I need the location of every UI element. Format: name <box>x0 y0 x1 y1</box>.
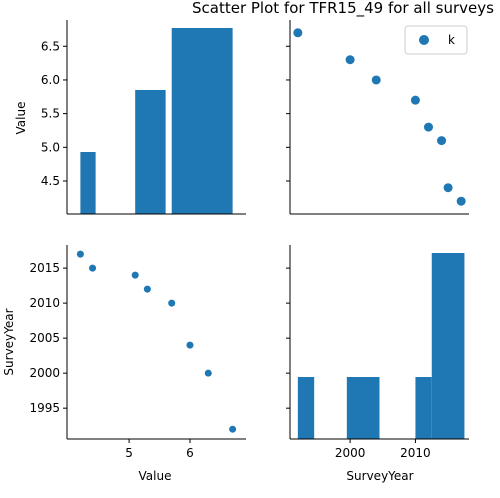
year-hist-xtick-label: 2010 <box>400 446 431 460</box>
year-hist-bar <box>346 377 380 439</box>
value-hist-ytick-label: 6.0 <box>41 73 60 87</box>
legend-marker <box>419 35 429 45</box>
year-hist-bar <box>297 377 315 439</box>
year-vs-value-point <box>423 122 433 132</box>
value-vs-year-xtick-label: 6 <box>186 446 194 460</box>
value-vs-year-ytick-label: 1995 <box>29 401 60 415</box>
value-hist-bar <box>80 152 96 214</box>
legend-frame <box>404 25 468 55</box>
value-vs-year-ytick-label: 2010 <box>29 296 60 310</box>
year-vs-value-point <box>437 136 447 146</box>
panel-value-histogram: 4.5 5.0 5.5 6.0 6.5 Value <box>14 20 246 215</box>
value-hist-ytick-label: 4.5 <box>41 174 60 188</box>
y-axis-label-value: Value <box>14 102 28 135</box>
x-axis-label-surveyyear: SurveyYear <box>346 469 413 483</box>
value-vs-year-point <box>186 341 194 349</box>
value-vs-year-point <box>168 299 176 307</box>
value-hist-bar <box>171 28 233 214</box>
value-vs-year-ytick-label: 2005 <box>29 331 60 345</box>
value-vs-year-ytick-label: 2000 <box>29 366 60 380</box>
year-vs-value-point <box>345 55 355 65</box>
value-vs-year-point <box>76 250 84 258</box>
panel-year-histogram: 2000 2010 SurveyYear <box>286 245 469 483</box>
panel-value-vs-year-scatter: 1995 2000 2005 2010 2015 5 6 SurveyYear Value <box>2 245 246 483</box>
legend: k <box>404 25 468 55</box>
year-hist-xtick-label: 2000 <box>335 446 366 460</box>
value-vs-year-xtick-label: 5 <box>125 446 133 460</box>
year-vs-value-point <box>456 196 466 206</box>
value-vs-year-ytick-label: 2015 <box>29 261 60 275</box>
y-axis-label-surveyyear: SurveyYear <box>2 308 16 375</box>
legend-label: k <box>448 33 455 47</box>
year-vs-value-point <box>443 183 453 193</box>
value-vs-year-point <box>131 271 139 279</box>
value-hist-ytick-label: 5.0 <box>41 140 60 154</box>
x-axis-label-value: Value <box>139 469 172 483</box>
year-vs-value-point <box>371 75 381 85</box>
value-vs-year-point <box>204 369 212 377</box>
year-hist-bar <box>415 377 432 439</box>
value-hist-ytick-label: 6.5 <box>41 39 60 53</box>
chart-title: Scatter Plot for TFR15_49 for all survey… <box>192 0 494 18</box>
value-hist-bar <box>135 90 166 214</box>
value-vs-year-point <box>143 285 151 293</box>
value-vs-year-point <box>89 264 97 272</box>
year-vs-value-point <box>293 28 303 38</box>
value-hist-ytick-label: 5.5 <box>41 107 60 121</box>
value-vs-year-point <box>229 425 237 433</box>
panel-year-vs-value-scatter: k <box>286 20 469 215</box>
year-vs-value-point <box>410 95 420 105</box>
year-hist-bar <box>431 253 465 439</box>
